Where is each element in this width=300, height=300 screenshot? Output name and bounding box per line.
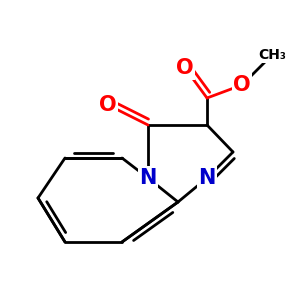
Text: N: N xyxy=(139,168,157,188)
Text: O: O xyxy=(176,58,194,78)
Text: O: O xyxy=(233,75,251,95)
Text: O: O xyxy=(99,95,117,115)
Text: N: N xyxy=(198,168,216,188)
Text: CH₃: CH₃ xyxy=(258,48,286,62)
